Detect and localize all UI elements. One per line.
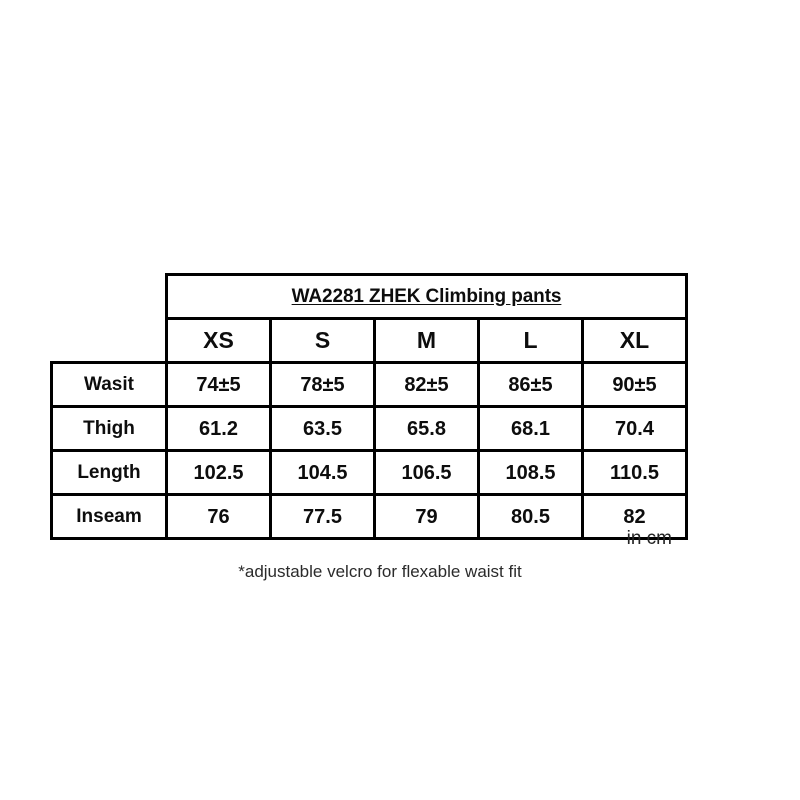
cell-length-xs: 102.5 (165, 449, 272, 496)
cell-wasit-s: 78±5 (269, 361, 376, 408)
table-row: Wasit 74±5 78±5 82±5 86±5 90±5 (50, 361, 688, 408)
cell-wasit-xs: 74±5 (165, 361, 272, 408)
table-row-size-headers: XS S M L XL (52, 317, 688, 364)
cell-inseam-s: 77.5 (269, 493, 376, 540)
size-chart-table: WA2281 ZHEK Climbing pants XS S M L XL W… (50, 273, 688, 540)
cell-thigh-m: 65.8 (373, 405, 480, 452)
size-header-m: M (373, 317, 480, 364)
size-header-l: L (477, 317, 584, 364)
cell-wasit-l: 86±5 (477, 361, 584, 408)
cell-inseam-xs: 76 (165, 493, 272, 540)
cell-thigh-xl: 70.4 (581, 405, 688, 452)
cell-wasit-xl: 90±5 (581, 361, 688, 408)
cell-length-s: 104.5 (269, 449, 376, 496)
table-row: Length 102.5 104.5 106.5 108.5 110.5 (50, 449, 688, 496)
cell-inseam-l: 80.5 (477, 493, 584, 540)
corner-blank-title (52, 275, 167, 319)
cell-thigh-s: 63.5 (269, 405, 376, 452)
size-header-xl: XL (581, 317, 688, 364)
row-label-thigh: Thigh (50, 405, 168, 452)
unit-note: in cm (626, 528, 672, 549)
cell-inseam-m: 79 (373, 493, 480, 540)
row-label-length: Length (50, 449, 168, 496)
cell-thigh-xs: 61.2 (165, 405, 272, 452)
size-header-s: S (269, 317, 376, 364)
table-title-text: WA2281 ZHEK Climbing pants (291, 286, 562, 307)
table-row: Inseam 76 77.5 79 80.5 82 (50, 493, 688, 540)
cell-inseam-xl: 82 (581, 493, 688, 540)
corner-blank-headers (52, 319, 167, 363)
cell-length-xl: 110.5 (581, 449, 688, 496)
row-label-wasit: Wasit (50, 361, 168, 408)
cell-length-l: 108.5 (477, 449, 584, 496)
cell-wasit-m: 82±5 (373, 361, 480, 408)
size-header-xs: XS (165, 317, 272, 364)
table-row: Thigh 61.2 63.5 65.8 68.1 70.4 (50, 405, 688, 452)
row-label-inseam: Inseam (50, 493, 168, 540)
velcro-note: *adjustable velcro for flexable waist fi… (238, 562, 522, 581)
cell-thigh-l: 68.1 (477, 405, 584, 452)
table-title-cell: WA2281 ZHEK Climbing pants (165, 273, 688, 320)
cell-length-m: 106.5 (373, 449, 480, 496)
table-row-title: WA2281 ZHEK Climbing pants (52, 273, 688, 320)
